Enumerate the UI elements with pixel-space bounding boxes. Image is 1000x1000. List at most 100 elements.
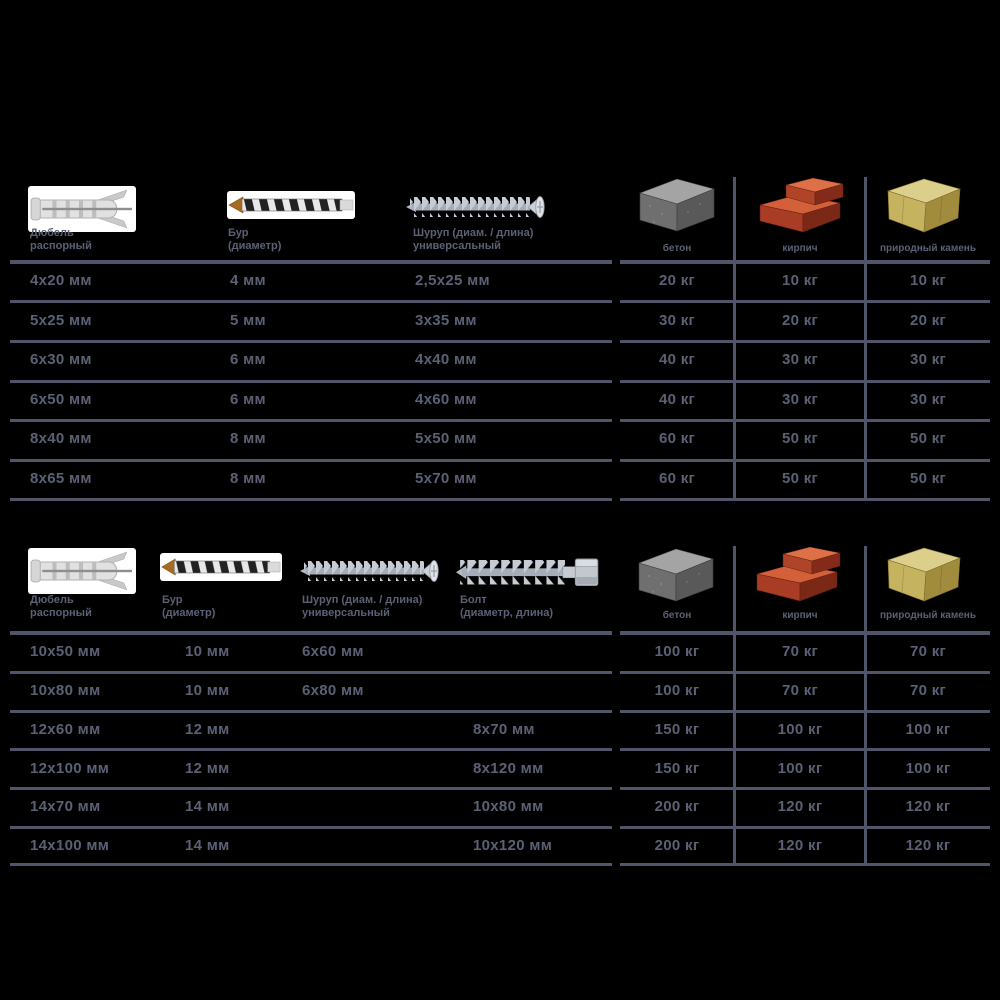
lag-bolt-icon [456, 558, 599, 586]
concrete-block-icon [638, 548, 714, 602]
dowel-size: 8x65 мм [30, 470, 92, 487]
table-row: 8x40 мм 8 мм 5x50 мм 60 кг 50 кг 50 кг [0, 430, 1000, 448]
column-header-bolt: Болт (диаметр, длина) [460, 594, 553, 620]
load-concrete: 30 кг [658, 312, 696, 329]
screw-size: 4x40 мм [415, 351, 477, 368]
load-concrete: 150 кг [654, 760, 700, 777]
divider [10, 787, 612, 790]
screw-size: 6x80 мм [302, 682, 364, 699]
load-stone: 30 кг [909, 351, 947, 368]
header-line: (диаметр) [162, 607, 216, 619]
table-row: 8x65 мм 8 мм 5x70 мм 60 кг 50 кг 50 кг [0, 470, 1000, 488]
header-line: Дюбель [30, 594, 74, 606]
divider [864, 546, 867, 866]
dowel-size: 14x100 мм [30, 837, 110, 854]
divider [620, 863, 990, 866]
dowel-size: 12x100 мм [30, 760, 110, 777]
column-header-stone: природный камень [880, 610, 976, 621]
column-header-stone: природный камень [880, 243, 976, 254]
load-stone: 70 кг [909, 682, 947, 699]
column-header-concrete: бетон [662, 610, 692, 621]
load-concrete: 60 кг [658, 470, 696, 487]
divider [620, 380, 990, 383]
drill-diameter: 8 мм [230, 430, 266, 447]
load-stone: 20 кг [909, 312, 947, 329]
stone-icon [887, 547, 961, 602]
header-line: Болт [460, 594, 487, 606]
load-concrete: 100 кг [654, 643, 700, 660]
load-brick: 70 кг [781, 682, 819, 699]
load-brick: 100 кг [777, 760, 823, 777]
load-concrete: 150 кг [654, 721, 700, 738]
header-line: Шуруп (диам. / длина) [302, 594, 423, 606]
divider [620, 710, 990, 713]
drill-diameter: 12 мм [185, 721, 230, 738]
divider [620, 260, 990, 264]
bolt-size: 10x120 мм [473, 837, 553, 854]
header-line: Дюбель [30, 227, 74, 239]
load-brick: 10 кг [781, 272, 819, 289]
dowel-icon [30, 189, 132, 229]
table-row: 6x50 мм 6 мм 4x60 мм 40 кг 30 кг 30 кг [0, 391, 1000, 409]
divider [733, 177, 736, 499]
divider [10, 748, 612, 751]
bricks-icon [756, 546, 841, 602]
load-concrete: 40 кг [658, 351, 696, 368]
table-row: 14x70 мм 14 мм 10x80 мм 200 кг 120 кг 12… [0, 798, 1000, 816]
bolt-size: 8x70 мм [473, 721, 535, 738]
load-stone: 100 кг [905, 760, 951, 777]
column-header-screw: Шуруп (диам. / длина) универсальный [302, 594, 422, 620]
drill-diameter: 5 мм [230, 312, 266, 329]
divider [10, 863, 612, 866]
load-stone: 10 кг [909, 272, 947, 289]
table-row: 10x80 мм 10 мм 6x80 мм 100 кг 70 кг 70 к… [0, 682, 1000, 700]
drill-diameter: 6 мм [230, 391, 266, 408]
header-line: распорный [30, 607, 92, 619]
dowel-size: 12x60 мм [30, 721, 101, 738]
screw-size: 5x70 мм [415, 470, 477, 487]
screw-icon [300, 560, 439, 582]
dowel-size: 10x80 мм [30, 682, 101, 699]
divider [620, 631, 990, 635]
column-header-brick: кирпич [782, 610, 818, 621]
drill-photo-box [160, 553, 282, 581]
bolt-size: 8x120 мм [473, 760, 544, 777]
load-brick: 100 кг [777, 721, 823, 738]
load-stone: 120 кг [905, 837, 951, 854]
drill-diameter: 10 мм [185, 643, 230, 660]
drill-photo-box [227, 191, 355, 219]
dowel-photo-box [28, 186, 136, 232]
screw-icon [406, 196, 545, 218]
column-header-dowel: Дюбель распорный [30, 594, 92, 620]
dowel-size: 6x50 мм [30, 391, 92, 408]
table-row: 4x20 мм 4 мм 2,5x25 мм 20 кг 10 кг 10 кг [0, 272, 1000, 290]
load-concrete: 100 кг [654, 682, 700, 699]
table-row: 12x100 мм 12 мм 8x120 мм 150 кг 100 кг 1… [0, 760, 1000, 778]
header-line: Бур [228, 227, 249, 239]
header-line: Бур [162, 594, 183, 606]
drill-bit-icon [161, 558, 281, 576]
dowel-size: 4x20 мм [30, 272, 92, 289]
header-line: (диаметр, длина) [460, 607, 554, 619]
divider [10, 826, 612, 829]
load-brick: 50 кг [781, 430, 819, 447]
load-stone: 70 кг [909, 643, 947, 660]
header-line: универсальный [413, 240, 501, 252]
load-stone: 50 кг [909, 470, 947, 487]
header-line: универсальный [302, 607, 390, 619]
column-header-drill: Бур (диаметр) [162, 594, 215, 620]
dowel-size: 14x70 мм [30, 798, 101, 815]
divider [10, 380, 612, 383]
divider [864, 177, 867, 499]
bricks-icon [759, 177, 844, 233]
load-concrete: 200 кг [654, 837, 700, 854]
load-stone: 100 кг [905, 721, 951, 738]
divider [620, 748, 990, 751]
drill-diameter: 8 мм [230, 470, 266, 487]
divider [620, 826, 990, 829]
screw-size: 5x50 мм [415, 430, 477, 447]
table-row: 5x25 мм 5 мм 3x35 мм 30 кг 20 кг 20 кг [0, 312, 1000, 330]
divider [620, 459, 990, 462]
table-row: 14x100 мм 14 мм 10x120 мм 200 кг 120 кг … [0, 837, 1000, 855]
column-header-concrete: бетон [662, 243, 692, 254]
